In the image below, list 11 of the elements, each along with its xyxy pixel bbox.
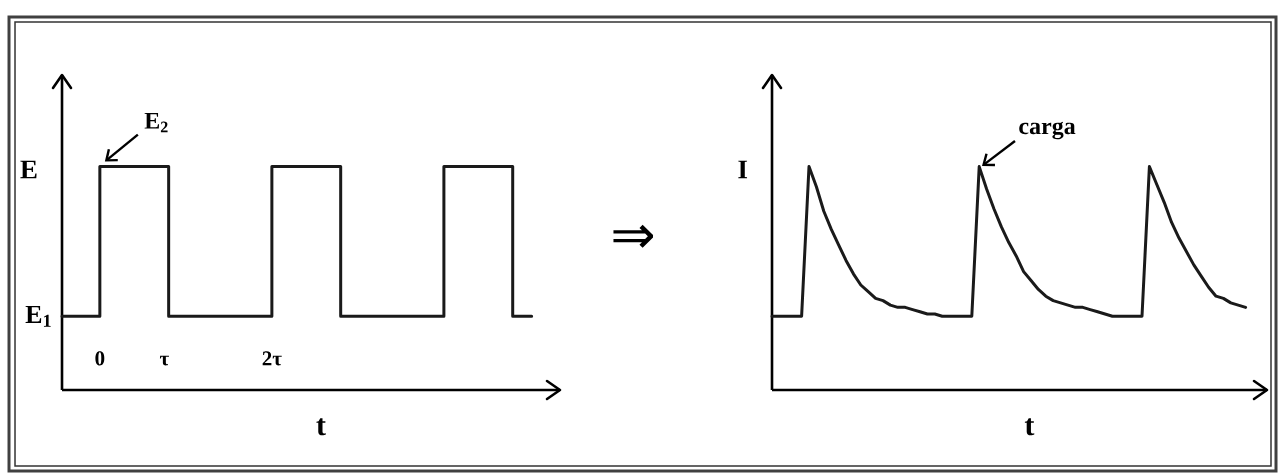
y-axis-title: I <box>738 160 748 179</box>
x-tick-label: τ <box>159 355 169 366</box>
x-tick-label: 2τ <box>262 351 282 366</box>
annotation: E$_{2}$ <box>144 112 168 133</box>
y-axis-title: E <box>20 160 37 179</box>
x-axis-title: t <box>316 418 326 436</box>
x-tick-label: 0 <box>95 351 105 366</box>
annotation: E$_{1}$ <box>25 305 51 327</box>
text: ⇒ <box>613 224 654 248</box>
text: carga <box>1019 121 1076 140</box>
x-axis-title: t <box>1024 418 1035 436</box>
